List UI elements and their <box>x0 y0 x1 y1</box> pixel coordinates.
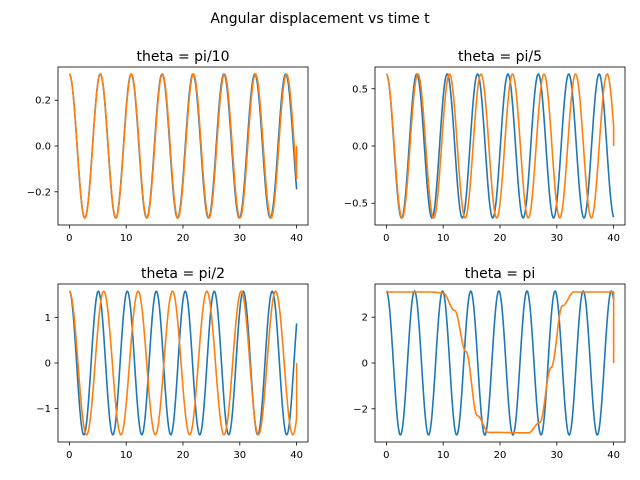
y-tick-label: 0 <box>45 359 51 370</box>
y-tick-label: −1 <box>36 404 51 415</box>
x-tick-label: 20 <box>177 450 190 461</box>
series-1-line <box>386 73 615 219</box>
y-tick-label: −0.5 <box>344 199 368 210</box>
x-tick-label: 30 <box>233 450 246 461</box>
subplot-title: theta = pi <box>465 266 535 282</box>
x-tick-label: 30 <box>550 450 563 461</box>
x-tick-label: 30 <box>233 233 246 244</box>
y-tick-label: −0.2 <box>27 187 51 198</box>
x-tick-label: 10 <box>120 233 133 244</box>
subplot-4: theta = pi 0 10 20 30 40 −2 0 2 <box>353 266 626 461</box>
x-tick-label: 40 <box>290 233 303 244</box>
x-tick-label: 10 <box>120 450 133 461</box>
x-tick-label: 0 <box>66 233 72 244</box>
y-tick-label: 0.0 <box>352 142 368 153</box>
y-tick-label: 0 <box>362 359 368 370</box>
series-2-line <box>386 73 615 219</box>
subplot-title: theta = pi/2 <box>141 266 225 282</box>
y-tick-label: −2 <box>353 404 368 415</box>
x-tick-label: 20 <box>494 233 507 244</box>
subplot-1: theta = pi/10 0 10 20 30 40 −0.2 0.0 0.2 <box>27 49 309 244</box>
subplot-title: theta = pi/10 <box>137 49 230 65</box>
x-tick-label: 10 <box>437 450 450 461</box>
y-tick-label: 0.5 <box>352 84 368 95</box>
x-tick-label: 0 <box>66 450 72 461</box>
y-tick-label: 0.0 <box>35 142 51 153</box>
x-tick-label: 40 <box>607 233 620 244</box>
series-1-line <box>68 290 298 436</box>
y-tick-label: 2 <box>362 313 368 324</box>
x-tick-label: 40 <box>290 450 303 461</box>
x-tick-label: 0 <box>383 450 389 461</box>
x-tick-label: 20 <box>177 233 190 244</box>
subplot-3: theta = pi/2 0 10 20 30 40 −1 0 1 <box>36 266 309 461</box>
x-tick-label: 30 <box>550 233 563 244</box>
subplot-title: theta = pi/5 <box>458 49 542 65</box>
series-2-line <box>386 291 615 434</box>
y-tick-label: 0.2 <box>35 96 51 107</box>
series-1-line <box>385 290 615 436</box>
x-tick-label: 20 <box>494 450 507 461</box>
subplot-2: theta = pi/5 0 10 20 30 40 −0.5 0.0 0.5 <box>344 49 626 244</box>
series-2-line <box>69 73 298 219</box>
x-tick-label: 40 <box>607 450 620 461</box>
x-tick-label: 10 <box>437 233 450 244</box>
y-tick-label: 1 <box>45 313 51 324</box>
figure-suptitle: Angular displacement vs time t <box>210 11 430 27</box>
x-tick-label: 0 <box>383 233 389 244</box>
series-2-line <box>69 290 298 436</box>
